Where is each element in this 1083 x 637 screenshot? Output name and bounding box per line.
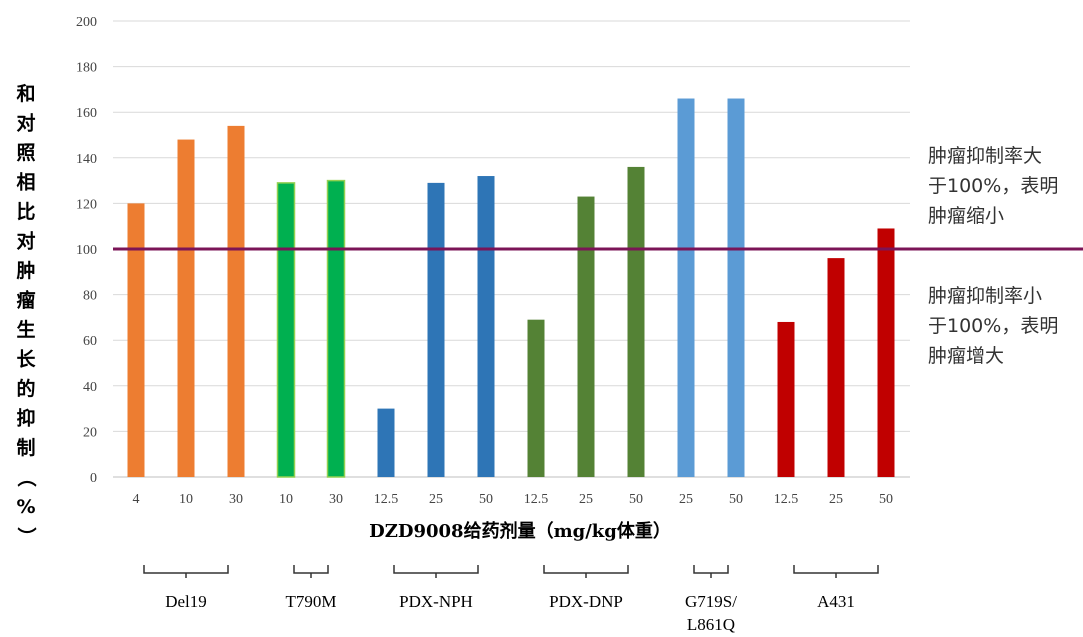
y-axis-label-char: % [16,496,35,518]
bar [326,179,346,478]
y-tick-label: 120 [76,197,97,212]
group-bracket [143,565,229,578]
annotation-text: 肿瘤增大 [928,345,1004,367]
y-axis-label-char: 比 [16,201,35,223]
y-tick-label: 200 [76,15,97,30]
y-tick-label: 180 [76,61,97,76]
group-bracket [293,565,329,578]
y-axis-label-char: 长 [16,349,36,371]
y-axis-label-char: 生 [16,318,35,341]
y-tick-label: 80 [83,289,97,304]
bar [727,98,745,478]
group-bracket [543,565,629,578]
bar [877,228,895,477]
bar [177,139,195,477]
bar [577,196,595,477]
x-tick-label: 50 [729,492,743,507]
group-label: Del19 [165,592,207,611]
group-label: G719S/ [685,592,737,611]
x-tick-label: 12.5 [774,492,799,507]
annotation-text: 肿瘤抑制率大 [928,145,1042,167]
group-bracket [693,565,729,578]
x-tick-label: 30 [329,492,343,507]
y-axis-label-char: 相 [16,172,35,194]
x-tick-label: 12.5 [524,492,549,507]
bar [677,98,695,478]
x-tick-label: 12.5 [374,492,399,507]
group-label: L861Q [687,615,735,634]
x-tick-label: 10 [279,492,293,507]
y-axis-label-char: 对 [16,112,35,135]
y-axis-label-char: 照 [16,142,35,164]
group-bracket [393,565,479,578]
x-tick-label: 10 [179,492,193,507]
y-axis-label-char: 对 [16,230,35,253]
y-axis-label-char: 肿 [16,259,35,282]
x-tick-label: 25 [429,492,443,507]
bar [227,125,245,477]
annotation-text: 于100%，表明 [928,175,1058,197]
bars [127,98,895,478]
annotation-text: 于100%，表明 [928,315,1058,337]
group-label: T790M [286,592,337,611]
y-axis-label-char: 瘤 [16,289,35,312]
group-label: A431 [817,592,855,611]
x-tick-label: 25 [579,492,593,507]
y-tick-label: 140 [76,152,97,167]
annotation-text: 肿瘤抑制率小 [928,285,1042,307]
y-tick-label: 20 [83,425,97,440]
y-axis-ticks: 0 20 40 60 80 100 120 140 160 180 200 [76,15,97,486]
x-axis-ticks: 4 10 30 10 30 12.5 25 50 12.5 25 50 25 50 12.5 25 50 [133,492,894,507]
group-label: PDX-DNP [549,592,623,611]
y-axis-label-char: ） [15,527,38,546]
y-tick-label: 160 [76,106,97,121]
y-tick-label: 0 [90,471,97,486]
y-axis-label-char: 的 [16,377,35,400]
x-tick-label: 50 [629,492,643,507]
x-tick-label: 50 [479,492,493,507]
y-axis-label-char: 和 [16,82,35,105]
bar [477,176,495,478]
x-tick-label: 30 [229,492,243,507]
bar [777,321,795,477]
x-axis-label: DZD9008给药剂量（mg/kg体重） [369,520,671,542]
y-tick-label: 100 [76,243,97,258]
x-tick-label: 25 [829,492,843,507]
bar [276,182,296,478]
bar [127,203,145,477]
bar [527,319,545,477]
bar [627,166,645,478]
bar [427,182,445,477]
group-bracket [793,565,879,578]
bar [377,408,395,477]
y-axis-label-char: （ [15,468,38,487]
y-tick-label: 40 [83,380,97,395]
x-tick-label: 4 [133,492,140,507]
group-label: PDX-NPH [399,592,473,611]
y-axis-label-char: 制 [16,436,35,459]
y-tick-label: 60 [83,334,97,349]
bar [827,258,845,477]
annotation-text: 肿瘤缩小 [928,205,1004,227]
y-axis-label-char: 抑 [16,408,35,430]
x-tick-label: 50 [879,492,893,507]
x-tick-label: 25 [679,492,693,507]
group-labels: Del19 T790M PDX-NPH PDX-DNP G719S/L861Q A431 [143,565,879,634]
